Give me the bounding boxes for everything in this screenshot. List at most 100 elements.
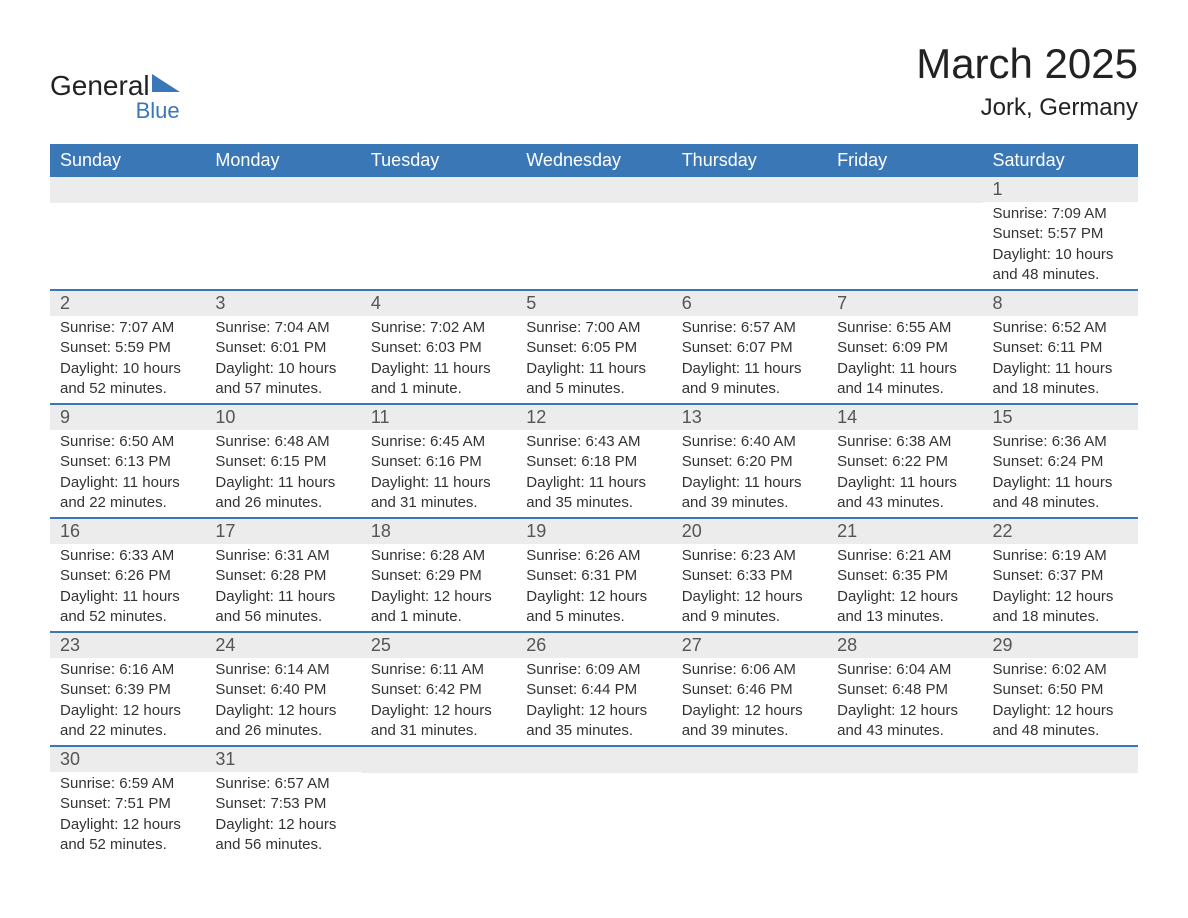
day-number: 22 [983, 519, 1138, 544]
sunset-text: Sunset: 6:39 PM [60, 680, 195, 700]
calendar-day-cell: 16Sunrise: 6:33 AMSunset: 6:26 PMDayligh… [50, 518, 205, 632]
calendar-day-cell: 1Sunrise: 7:09 AMSunset: 5:57 PMDaylight… [983, 177, 1138, 290]
day-number: 5 [516, 291, 671, 316]
sunrise-text: Sunrise: 6:55 AM [837, 318, 972, 338]
calendar-week-row: 2Sunrise: 7:07 AMSunset: 5:59 PMDaylight… [50, 290, 1138, 404]
calendar-day-cell: 4Sunrise: 7:02 AMSunset: 6:03 PMDaylight… [361, 290, 516, 404]
calendar-table: SundayMondayTuesdayWednesdayThursdayFrid… [50, 144, 1138, 859]
sunrise-text: Sunrise: 6:09 AM [526, 660, 661, 680]
sunset-text: Sunset: 6:18 PM [526, 452, 661, 472]
calendar-day-cell: 22Sunrise: 6:19 AMSunset: 6:37 PMDayligh… [983, 518, 1138, 632]
sunrise-text: Sunrise: 6:11 AM [371, 660, 506, 680]
daylight-text: Daylight: 12 hours and 43 minutes. [837, 701, 972, 742]
day-number: 31 [205, 747, 360, 772]
sunset-text: Sunset: 6:42 PM [371, 680, 506, 700]
month-title: March 2025 [916, 40, 1138, 88]
weekday-header-row: SundayMondayTuesdayWednesdayThursdayFrid… [50, 144, 1138, 177]
sunrise-text: Sunrise: 6:21 AM [837, 546, 972, 566]
day-details: Sunrise: 6:52 AMSunset: 6:11 PMDaylight:… [983, 316, 1138, 399]
day-number: 15 [983, 405, 1138, 430]
day-number: 7 [827, 291, 982, 316]
daylight-text: Daylight: 11 hours and 43 minutes. [837, 473, 972, 514]
calendar-day-cell: 18Sunrise: 6:28 AMSunset: 6:29 PMDayligh… [361, 518, 516, 632]
day-number: 30 [50, 747, 205, 772]
day-number: 26 [516, 633, 671, 658]
day-details: Sunrise: 6:23 AMSunset: 6:33 PMDaylight:… [672, 544, 827, 627]
daylight-text: Daylight: 11 hours and 26 minutes. [215, 473, 350, 514]
day-details: Sunrise: 6:04 AMSunset: 6:48 PMDaylight:… [827, 658, 982, 741]
sunrise-text: Sunrise: 6:43 AM [526, 432, 661, 452]
sunrise-text: Sunrise: 6:31 AM [215, 546, 350, 566]
daylight-text: Daylight: 12 hours and 9 minutes. [682, 587, 817, 628]
calendar-day-cell: 14Sunrise: 6:38 AMSunset: 6:22 PMDayligh… [827, 404, 982, 518]
calendar-day-cell: 28Sunrise: 6:04 AMSunset: 6:48 PMDayligh… [827, 632, 982, 746]
calendar-day-cell: 21Sunrise: 6:21 AMSunset: 6:35 PMDayligh… [827, 518, 982, 632]
calendar-day-cell [827, 746, 982, 859]
daylight-text: Daylight: 11 hours and 56 minutes. [215, 587, 350, 628]
sunset-text: Sunset: 6:33 PM [682, 566, 817, 586]
daylight-text: Daylight: 10 hours and 57 minutes. [215, 359, 350, 400]
daylight-text: Daylight: 11 hours and 14 minutes. [837, 359, 972, 400]
calendar-day-cell: 20Sunrise: 6:23 AMSunset: 6:33 PMDayligh… [672, 518, 827, 632]
day-details: Sunrise: 6:40 AMSunset: 6:20 PMDaylight:… [672, 430, 827, 513]
sunset-text: Sunset: 7:53 PM [215, 794, 350, 814]
day-details: Sunrise: 6:36 AMSunset: 6:24 PMDaylight:… [983, 430, 1138, 513]
calendar-body: 1Sunrise: 7:09 AMSunset: 5:57 PMDaylight… [50, 177, 1138, 859]
day-number: 19 [516, 519, 671, 544]
weekday-header: Thursday [672, 144, 827, 177]
weekday-header: Monday [205, 144, 360, 177]
sunrise-text: Sunrise: 6:38 AM [837, 432, 972, 452]
day-number: 12 [516, 405, 671, 430]
day-details: Sunrise: 7:02 AMSunset: 6:03 PMDaylight:… [361, 316, 516, 399]
sunset-text: Sunset: 6:07 PM [682, 338, 817, 358]
sunrise-text: Sunrise: 6:16 AM [60, 660, 195, 680]
day-details: Sunrise: 6:55 AMSunset: 6:09 PMDaylight:… [827, 316, 982, 399]
logo-text: General [50, 70, 150, 101]
sunset-text: Sunset: 6:05 PM [526, 338, 661, 358]
day-details: Sunrise: 7:04 AMSunset: 6:01 PMDaylight:… [205, 316, 360, 399]
logo-shape-icon [152, 74, 180, 92]
calendar-day-cell: 29Sunrise: 6:02 AMSunset: 6:50 PMDayligh… [983, 632, 1138, 746]
daylight-text: Daylight: 11 hours and 18 minutes. [993, 359, 1128, 400]
day-details: Sunrise: 6:43 AMSunset: 6:18 PMDaylight:… [516, 430, 671, 513]
sunrise-text: Sunrise: 6:48 AM [215, 432, 350, 452]
sunset-text: Sunset: 6:09 PM [837, 338, 972, 358]
sunrise-text: Sunrise: 7:07 AM [60, 318, 195, 338]
calendar-day-cell [361, 177, 516, 290]
weekday-header: Saturday [983, 144, 1138, 177]
day-details: Sunrise: 6:21 AMSunset: 6:35 PMDaylight:… [827, 544, 982, 627]
sunset-text: Sunset: 6:01 PM [215, 338, 350, 358]
calendar-day-cell: 15Sunrise: 6:36 AMSunset: 6:24 PMDayligh… [983, 404, 1138, 518]
sunrise-text: Sunrise: 7:02 AM [371, 318, 506, 338]
calendar-day-cell [361, 746, 516, 859]
calendar-day-cell: 9Sunrise: 6:50 AMSunset: 6:13 PMDaylight… [50, 404, 205, 518]
day-number: 13 [672, 405, 827, 430]
calendar-day-cell: 24Sunrise: 6:14 AMSunset: 6:40 PMDayligh… [205, 632, 360, 746]
sunset-text: Sunset: 6:40 PM [215, 680, 350, 700]
day-number: 16 [50, 519, 205, 544]
calendar-week-row: 23Sunrise: 6:16 AMSunset: 6:39 PMDayligh… [50, 632, 1138, 746]
daylight-text: Daylight: 12 hours and 22 minutes. [60, 701, 195, 742]
calendar-day-cell [672, 746, 827, 859]
sunset-text: Sunset: 6:35 PM [837, 566, 972, 586]
day-number: 27 [672, 633, 827, 658]
sunrise-text: Sunrise: 7:09 AM [993, 204, 1128, 224]
sunset-text: Sunset: 6:24 PM [993, 452, 1128, 472]
calendar-week-row: 9Sunrise: 6:50 AMSunset: 6:13 PMDaylight… [50, 404, 1138, 518]
sunset-text: Sunset: 6:50 PM [993, 680, 1128, 700]
daylight-text: Daylight: 12 hours and 35 minutes. [526, 701, 661, 742]
day-details: Sunrise: 7:09 AMSunset: 5:57 PMDaylight:… [983, 202, 1138, 285]
daylight-text: Daylight: 11 hours and 39 minutes. [682, 473, 817, 514]
title-block: March 2025 Jork, Germany [916, 40, 1138, 122]
calendar-day-cell: 10Sunrise: 6:48 AMSunset: 6:15 PMDayligh… [205, 404, 360, 518]
day-number: 21 [827, 519, 982, 544]
sunset-text: Sunset: 5:59 PM [60, 338, 195, 358]
calendar-day-cell: 27Sunrise: 6:06 AMSunset: 6:46 PMDayligh… [672, 632, 827, 746]
day-details: Sunrise: 6:19 AMSunset: 6:37 PMDaylight:… [983, 544, 1138, 627]
sunrise-text: Sunrise: 6:57 AM [215, 774, 350, 794]
sunrise-text: Sunrise: 6:23 AM [682, 546, 817, 566]
day-details: Sunrise: 6:45 AMSunset: 6:16 PMDaylight:… [361, 430, 516, 513]
daylight-text: Daylight: 10 hours and 52 minutes. [60, 359, 195, 400]
calendar-day-cell [672, 177, 827, 290]
sunrise-text: Sunrise: 6:02 AM [993, 660, 1128, 680]
